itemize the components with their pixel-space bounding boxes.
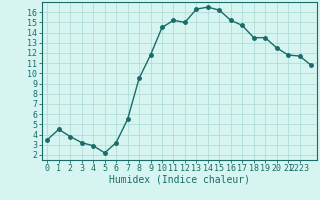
X-axis label: Humidex (Indice chaleur): Humidex (Indice chaleur) <box>109 175 250 185</box>
